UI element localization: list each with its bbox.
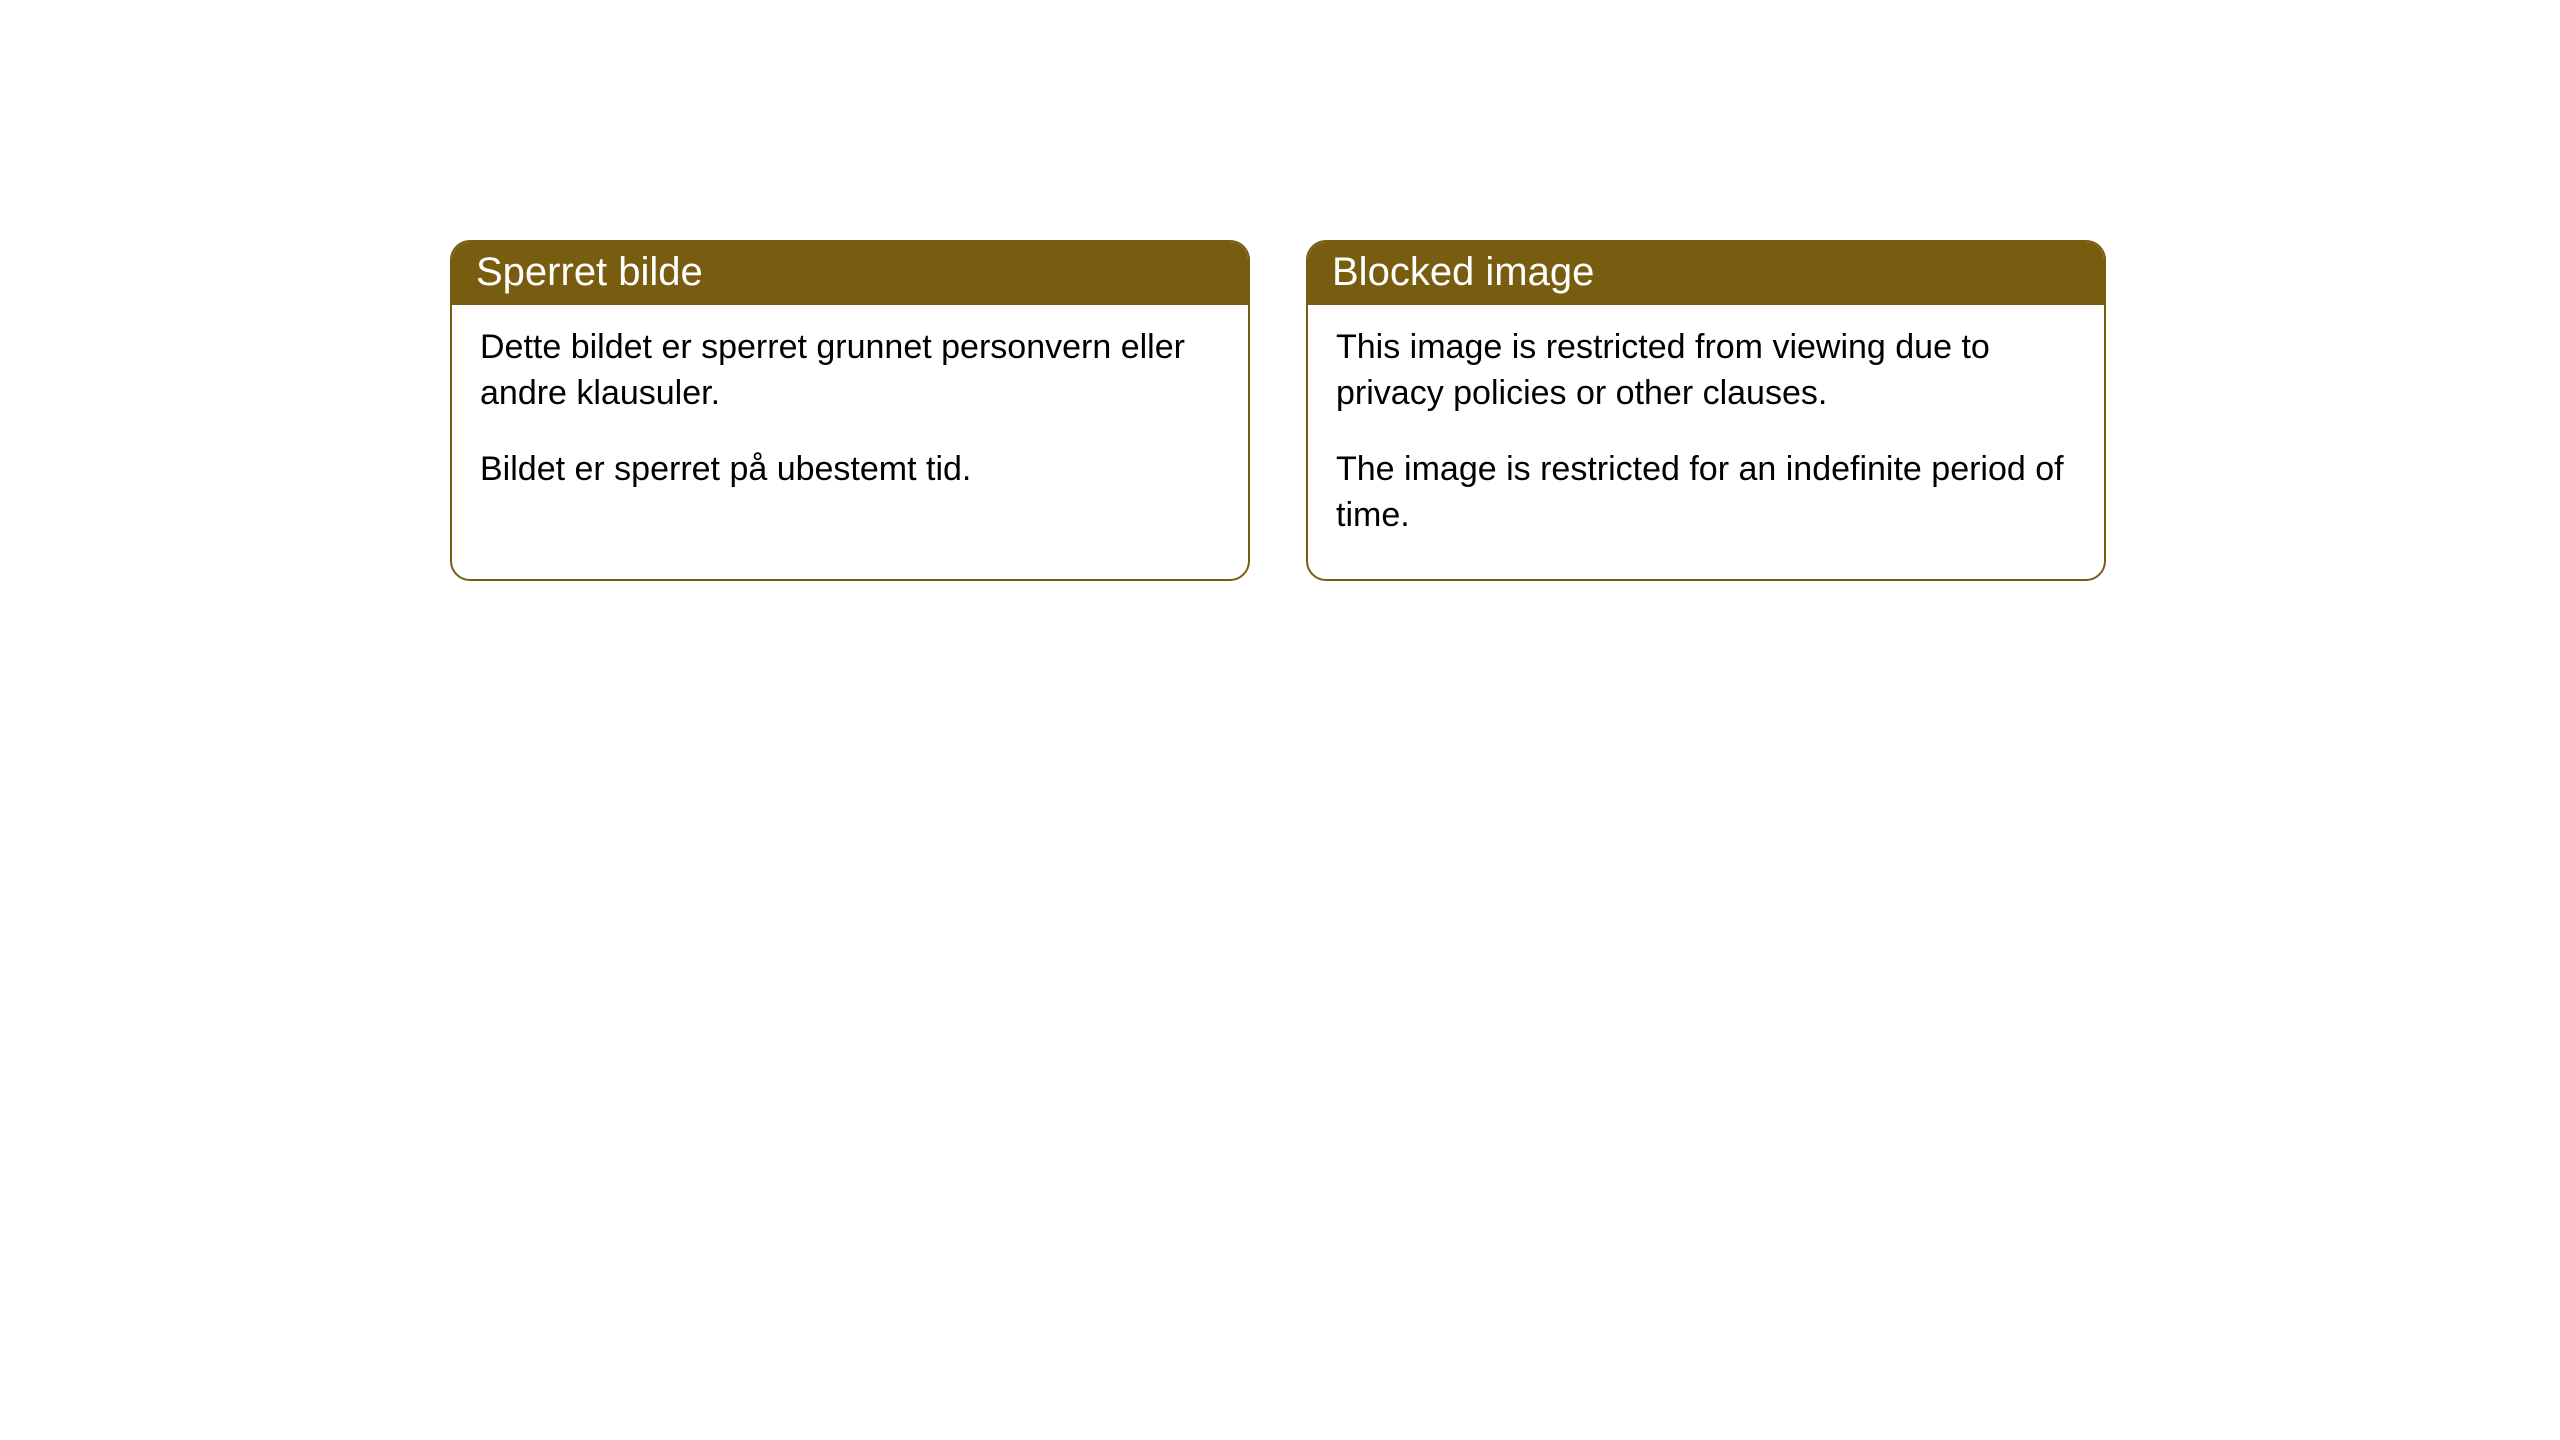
card-body: This image is restricted from viewing du… — [1308, 305, 2104, 579]
card-paragraph: The image is restricted for an indefinit… — [1336, 447, 2076, 539]
card-body: Dette bildet er sperret grunnet personve… — [452, 305, 1248, 533]
card-paragraph: This image is restricted from viewing du… — [1336, 325, 2076, 417]
notice-card-english: Blocked image This image is restricted f… — [1306, 240, 2106, 581]
card-title: Blocked image — [1332, 250, 1594, 294]
notice-card-norwegian: Sperret bilde Dette bildet er sperret gr… — [450, 240, 1250, 581]
card-paragraph: Bildet er sperret på ubestemt tid. — [480, 447, 1220, 493]
card-header: Sperret bilde — [452, 242, 1248, 305]
card-paragraph: Dette bildet er sperret grunnet personve… — [480, 325, 1220, 417]
card-title: Sperret bilde — [476, 250, 703, 294]
notice-cards-container: Sperret bilde Dette bildet er sperret gr… — [450, 240, 2106, 581]
card-header: Blocked image — [1308, 242, 2104, 305]
